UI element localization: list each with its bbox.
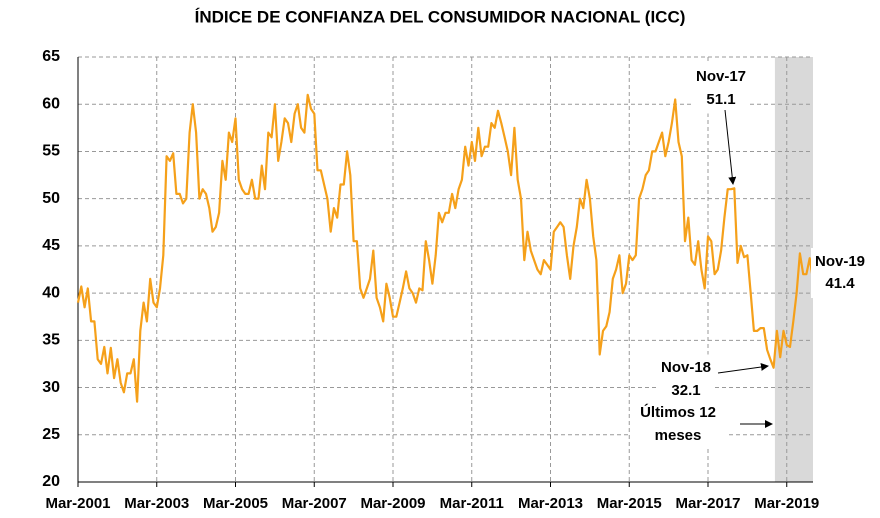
y-tick-label: 35 — [42, 332, 60, 349]
x-tick-label: Mar-2011 — [440, 495, 504, 512]
y-tick-label: 30 — [42, 379, 60, 396]
y-tick-label: 50 — [42, 190, 60, 207]
y-tick-label: 25 — [42, 426, 60, 443]
label-box — [630, 401, 726, 449]
y-tick-label: 65 — [42, 48, 60, 65]
annotation-value: 32.1 — [671, 382, 700, 399]
label-box — [811, 248, 869, 298]
x-tick-label: Mar-2001 — [45, 495, 110, 512]
x-tick-label: Mar-2013 — [518, 495, 583, 512]
label-box — [657, 354, 715, 405]
x-tick-label: Mar-2015 — [597, 495, 662, 512]
x-tick-label: Mar-2009 — [360, 495, 425, 512]
chart-title: ÍNDICE DE CONFIANZA DEL CONSUMIDOR NACIO… — [195, 7, 686, 26]
x-tick-label: Mar-2007 — [282, 495, 347, 512]
annotation-value: 51.1 — [706, 91, 735, 108]
line-series — [76, 93, 815, 403]
annotation-arrow — [717, 363, 769, 374]
y-tick-label: 45 — [42, 237, 60, 254]
y-tick-label: 20 — [42, 473, 60, 490]
annotation-date: Nov-19 — [815, 253, 865, 270]
annotation-arrow — [724, 109, 737, 185]
annotation-date: Nov-17 — [696, 68, 746, 85]
shaded-note: meses — [655, 427, 702, 444]
annotation-value: 41.4 — [825, 275, 855, 292]
y-tick-label: 55 — [42, 143, 60, 160]
shaded-note: Últimos 12 — [640, 403, 716, 421]
y-tick-label: 40 — [42, 284, 60, 301]
label-box — [692, 63, 750, 114]
x-tick-label: Mar-2017 — [675, 495, 740, 512]
y-tick-label: 60 — [42, 95, 60, 112]
x-tick-label: Mar-2003 — [124, 495, 189, 512]
x-tick-label: Mar-2019 — [754, 495, 819, 512]
annotation-date: Nov-18 — [661, 359, 711, 376]
x-tick-label: Mar-2005 — [203, 495, 268, 512]
